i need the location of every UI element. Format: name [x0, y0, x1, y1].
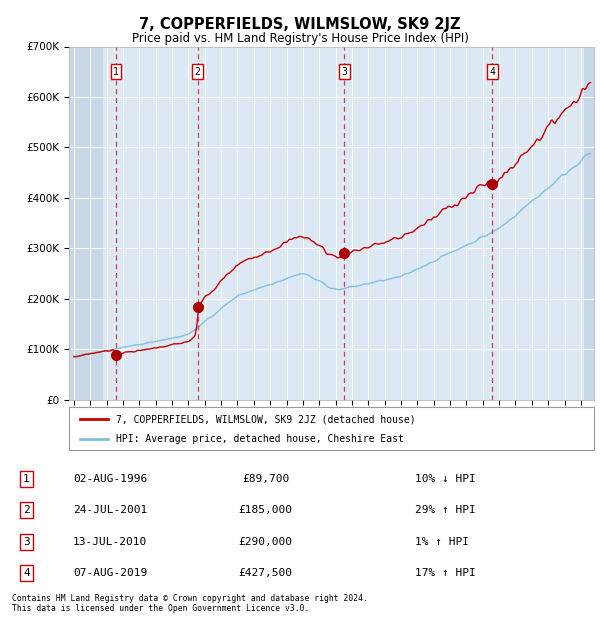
- Text: Contains HM Land Registry data © Crown copyright and database right 2024.: Contains HM Land Registry data © Crown c…: [12, 593, 368, 603]
- Text: 4: 4: [490, 67, 496, 77]
- Text: 3: 3: [23, 537, 30, 547]
- Text: 3: 3: [341, 67, 347, 77]
- Bar: [584, 46, 594, 400]
- Text: 2: 2: [23, 505, 30, 515]
- Text: 10% ↓ HPI: 10% ↓ HPI: [415, 474, 476, 484]
- Text: 7, COPPERFIELDS, WILMSLOW, SK9 2JZ: 7, COPPERFIELDS, WILMSLOW, SK9 2JZ: [139, 17, 461, 32]
- Text: 1% ↑ HPI: 1% ↑ HPI: [415, 537, 469, 547]
- Bar: [69, 46, 103, 400]
- Text: 4: 4: [23, 568, 30, 578]
- Text: This data is licensed under the Open Government Licence v3.0.: This data is licensed under the Open Gov…: [12, 603, 310, 613]
- FancyBboxPatch shape: [69, 407, 594, 450]
- Text: 02-AUG-1996: 02-AUG-1996: [73, 474, 147, 484]
- Text: 2: 2: [194, 67, 200, 77]
- Text: 24-JUL-2001: 24-JUL-2001: [73, 505, 147, 515]
- Text: 1: 1: [23, 474, 30, 484]
- Text: 13-JUL-2010: 13-JUL-2010: [73, 537, 147, 547]
- Text: 1: 1: [113, 67, 119, 77]
- Text: HPI: Average price, detached house, Cheshire East: HPI: Average price, detached house, Ches…: [116, 434, 404, 444]
- Text: Price paid vs. HM Land Registry's House Price Index (HPI): Price paid vs. HM Land Registry's House …: [131, 32, 469, 45]
- Text: £427,500: £427,500: [238, 568, 292, 578]
- Text: £89,700: £89,700: [242, 474, 289, 484]
- Text: 17% ↑ HPI: 17% ↑ HPI: [415, 568, 476, 578]
- Text: £290,000: £290,000: [238, 537, 292, 547]
- Text: 29% ↑ HPI: 29% ↑ HPI: [415, 505, 476, 515]
- Text: 7, COPPERFIELDS, WILMSLOW, SK9 2JZ (detached house): 7, COPPERFIELDS, WILMSLOW, SK9 2JZ (deta…: [116, 414, 416, 424]
- Text: £185,000: £185,000: [238, 505, 292, 515]
- Text: 07-AUG-2019: 07-AUG-2019: [73, 568, 147, 578]
